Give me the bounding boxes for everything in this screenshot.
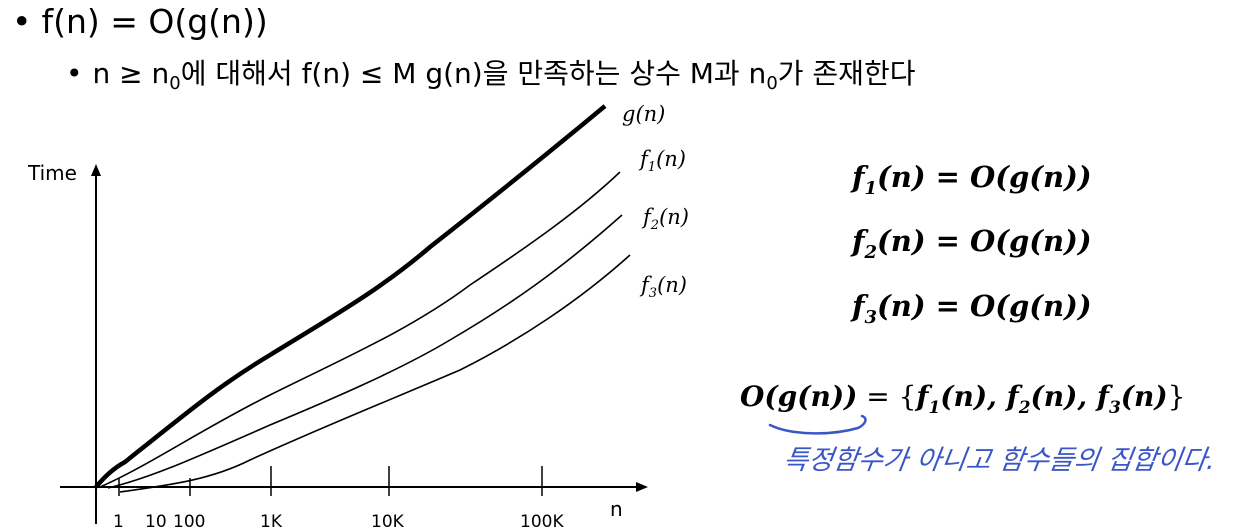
set-f3: f [1096,380,1109,413]
tick-label: 100 [173,512,205,531]
bullet-main: • f(n) = O(g(n)) [12,2,268,42]
x-axis-label: n [610,497,623,521]
bullet-sub: • n ≥ n0에 대해서 f(n) ≤ M g(n)을 만족하는 상수 M과 n… [66,56,915,102]
equation-f1: f1(n) = O(g(n)) [852,160,1092,206]
eq-rest: (n) = O(g(n)) [877,224,1092,258]
bullet-main-text: f(n) = O(g(n)) [41,2,268,41]
curve-label-g: g(n) [622,102,665,126]
x-axis-arrow [636,482,648,492]
eq-sub: 2 [864,242,878,263]
tick-label: 10K [371,512,405,531]
set-f2: f [1006,380,1019,413]
bullet-sub-text-2: 에 대해서 f(n) ≤ M g(n)을 만족하는 상수 M과 n [180,57,767,90]
y-axis-arrow [91,164,101,176]
bullet-sub-text-1: n ≥ n [92,57,170,90]
tick-labels: 1 10 100 1K 10K 100K [113,512,564,531]
set-sub2: 2 [1018,398,1031,418]
eq-rest: (n) = O(g(n)) [877,289,1092,323]
annotation-underline [768,414,867,435]
curve-f2 [107,214,623,489]
curve-f3 [119,254,631,493]
set-sub1: 1 [928,398,941,418]
curve-f1 [99,171,621,488]
equation-f2: f2(n) = O(g(n)) [852,224,1092,270]
set-arg1: (n), [940,380,1007,413]
curve-label-f3: f3(n) [639,273,687,301]
subscript: 0 [169,73,181,94]
tick-label: 1K [260,512,283,531]
eq-sub: 1 [864,178,878,199]
set-lhs: O(g(n)) [740,380,858,413]
curve-labels: g(n) f1(n) f2(n) f3(n) [622,102,689,301]
curve-label-f1: f1(n) [638,147,686,175]
bullet-dot: • [12,2,32,41]
curve-g [94,104,607,489]
y-axis-label: Time [27,161,77,185]
subscript: 0 [766,73,778,94]
eq-func: f [852,160,865,194]
set-close: } [1167,380,1186,413]
set-sub3: 3 [1108,398,1121,418]
tick-label: 10 [145,512,167,531]
tick-label: 100K [520,512,564,531]
bullet-sub-text-3: 가 존재한다 [777,57,916,90]
tick-marks [118,466,543,496]
eq-sub: 3 [864,307,878,328]
eq-rest: (n) = O(g(n)) [877,160,1092,194]
set-equation: O(g(n)) = {f1(n), f2(n), f3(n)} [740,380,1185,425]
curve-label-f2: f2(n) [641,205,689,233]
eq-func: f [852,224,865,258]
eq-func: f [852,289,865,323]
set-f1: f [916,380,929,413]
set-eq: = { [857,380,917,413]
handwritten-note: 특정함수가 아니고 함수들의 집합이다. [781,445,1218,476]
set-arg3: (n) [1120,380,1168,413]
set-arg2: (n), [1030,380,1097,413]
tick-label: 1 [113,512,124,531]
equation-f3: f3(n) = O(g(n)) [852,289,1092,335]
bullet-dot: • [66,57,83,90]
